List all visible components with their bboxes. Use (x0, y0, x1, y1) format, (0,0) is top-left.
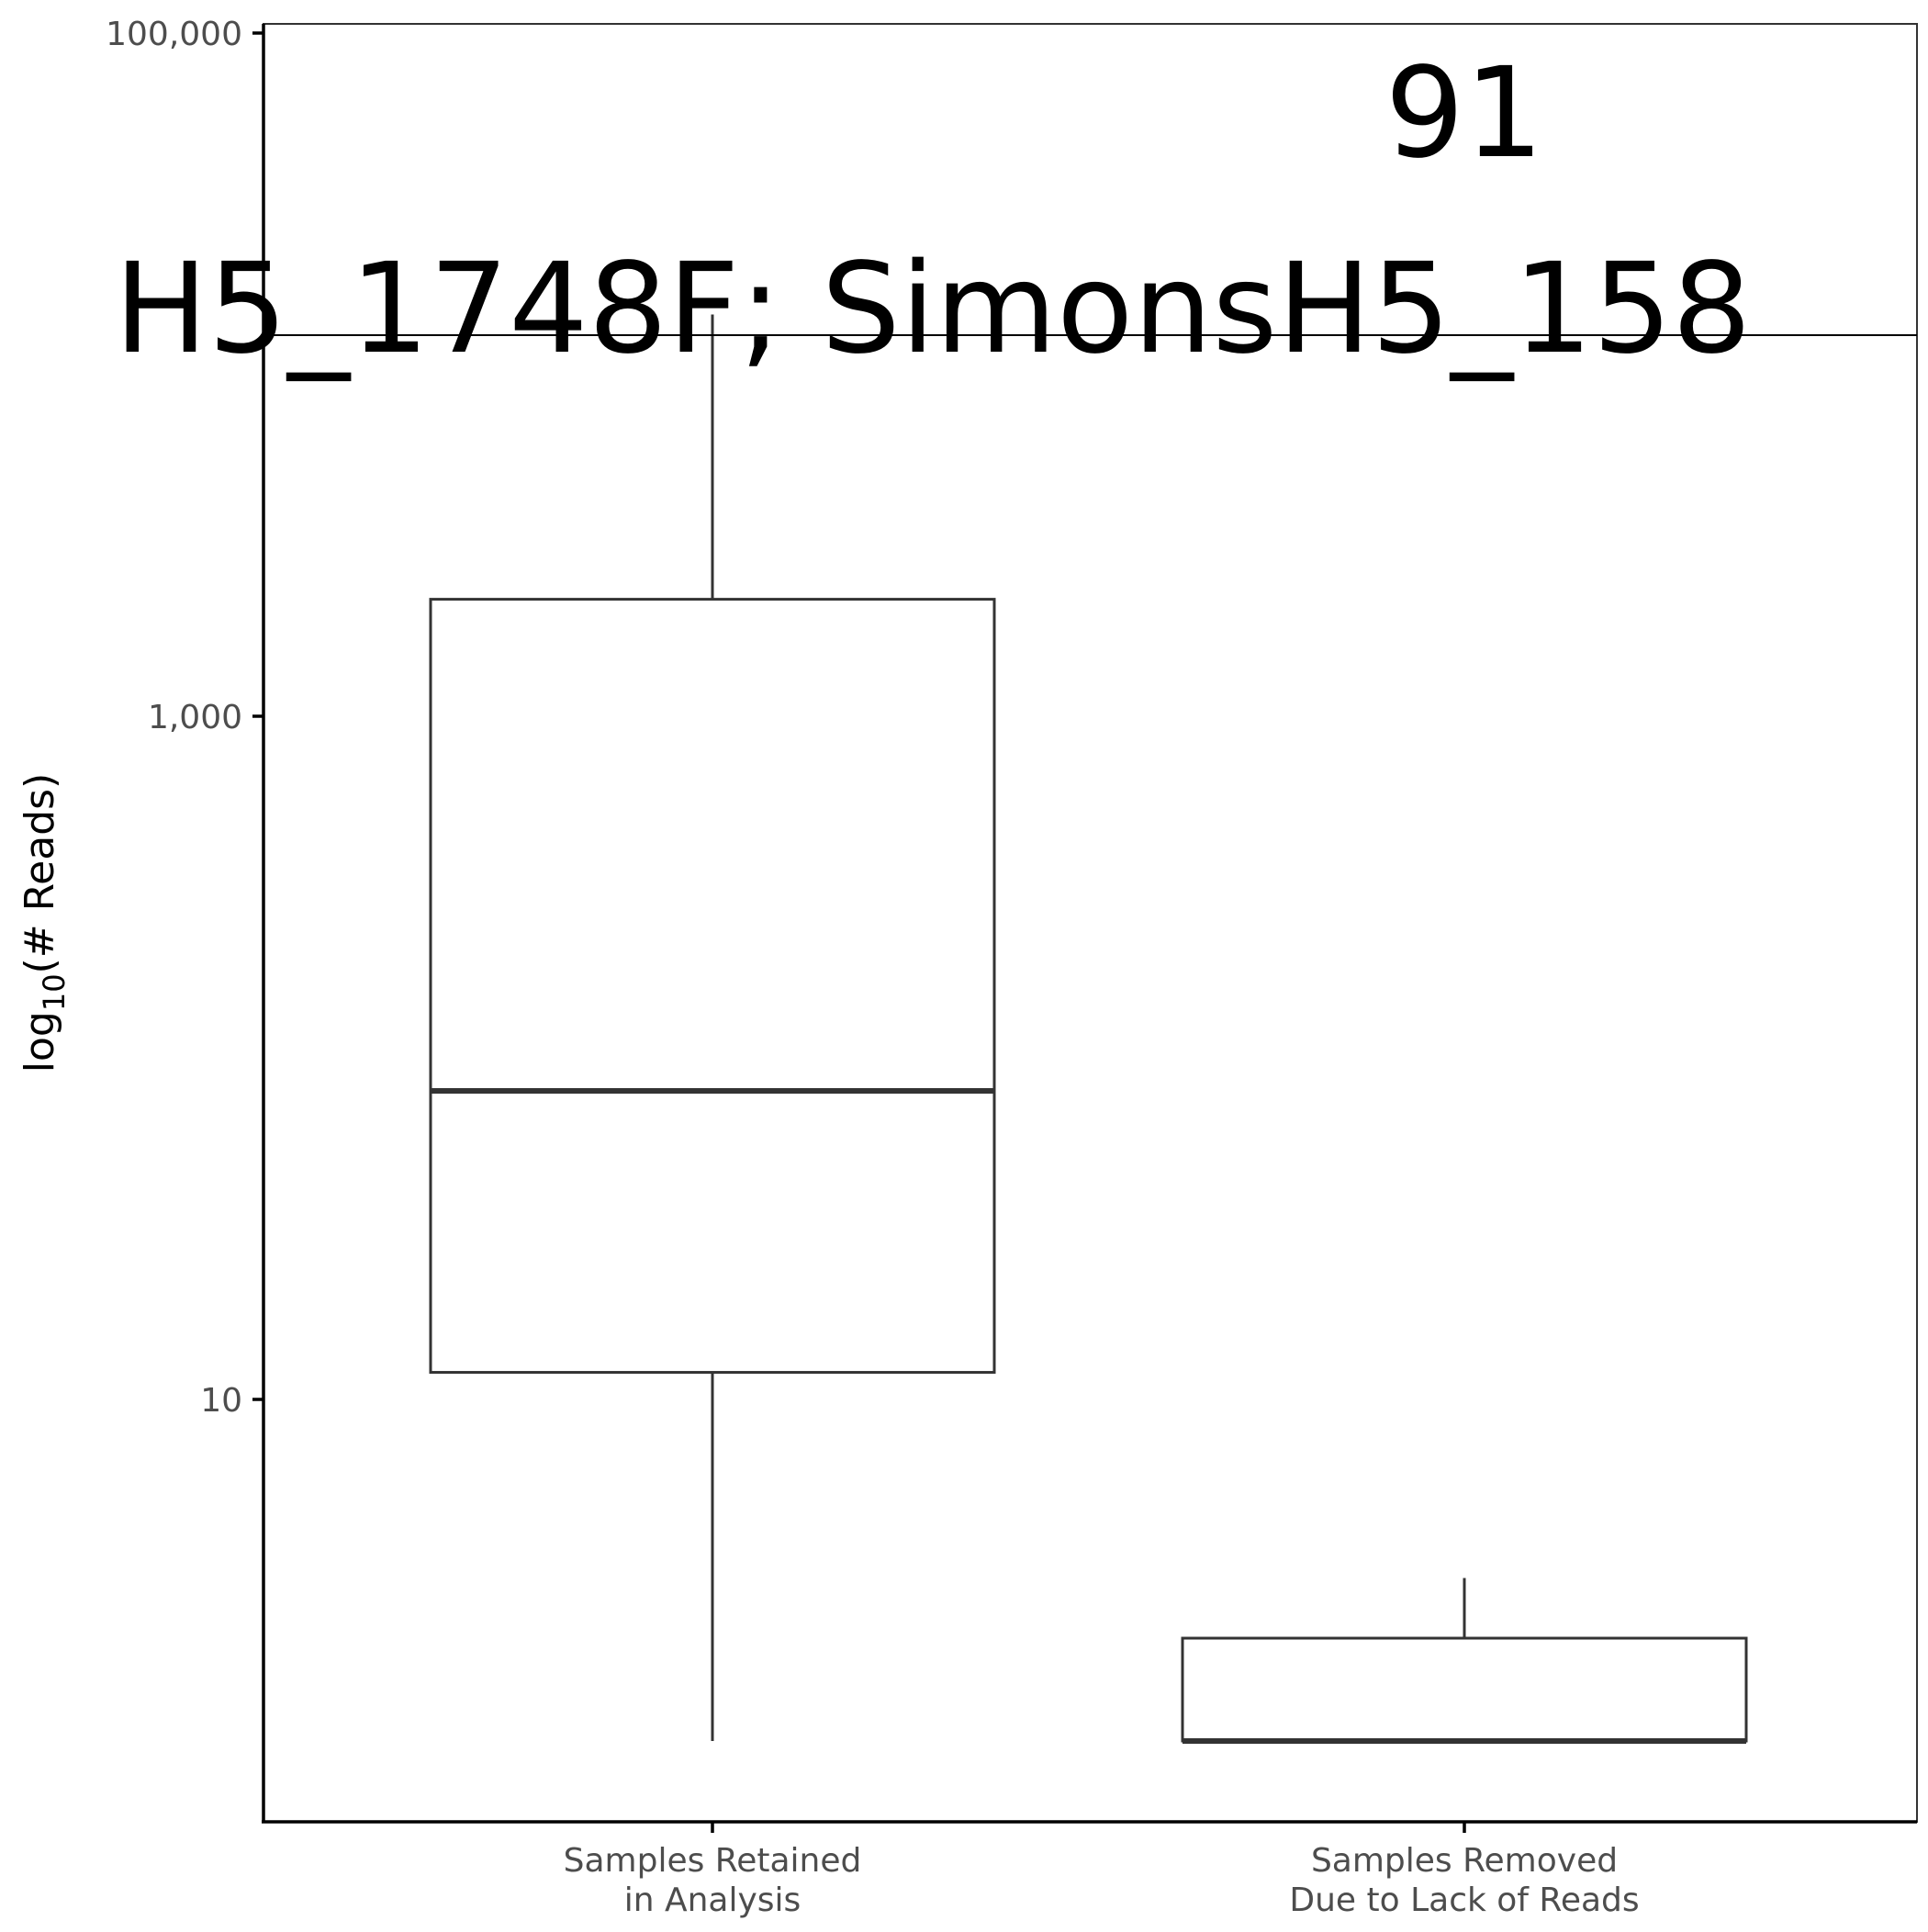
boxes-layer (429, 314, 1748, 1744)
y-tick-label: 1,000 (148, 699, 242, 736)
annotation-layer: 91 H5_1748F; SimonsH5_158 (114, 41, 1917, 382)
box-group-1 (429, 314, 996, 1741)
y-axis-label-prefix: log (17, 1011, 63, 1073)
x-tick-label-line1: Samples Retained (564, 1842, 862, 1880)
x-tick-label-line1: Samples Removed (1311, 1842, 1618, 1880)
y-axis-label-suffix: (# Reads) (17, 773, 63, 974)
y-axis-label: log10(# Reads) (17, 773, 72, 1073)
count-annotation: 91 (1384, 41, 1543, 186)
sample-annotation: H5_1748F; SimonsH5_158 (114, 237, 1751, 382)
y-tick-label: 100,000 (106, 16, 242, 53)
axes-layer (262, 24, 1917, 1824)
box-iqr (1181, 1636, 1748, 1743)
box-group-2 (1181, 1578, 1748, 1744)
x-tick-label-line2: Due to Lack of Reads (1289, 1881, 1639, 1919)
y-ticks-layer: 10 1,000 100,000 (106, 16, 263, 1420)
y-tick-label: 10 (200, 1382, 242, 1420)
box-iqr (429, 598, 996, 1375)
x-tick-label-line2: in Analysis (624, 1881, 801, 1919)
y-axis-label-subscript: 10 (37, 973, 72, 1011)
